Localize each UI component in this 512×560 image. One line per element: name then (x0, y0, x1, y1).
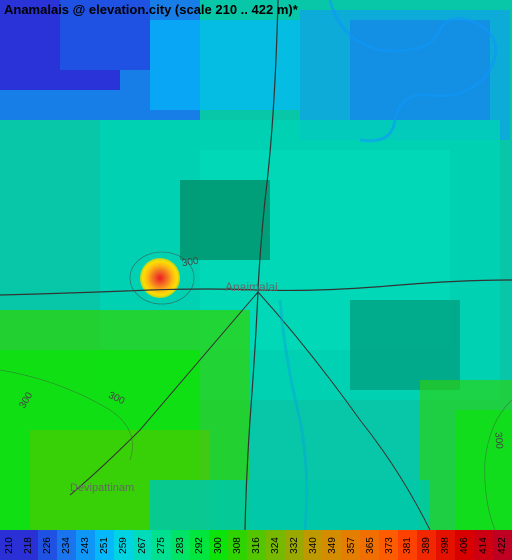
legend-value: 267 (137, 537, 148, 554)
legend-cell: 275 (152, 530, 171, 560)
place-label-secondary: Devipattinam (70, 482, 134, 494)
legend-value: 251 (99, 537, 110, 554)
legend-value: 292 (194, 537, 205, 554)
legend-cell: 300 (209, 530, 228, 560)
contour-label-2: 300 (492, 432, 504, 450)
legend-cell: 332 (285, 530, 304, 560)
legend-cell: 381 (398, 530, 417, 560)
legend-cell: 357 (341, 530, 360, 560)
legend-cell: 389 (417, 530, 436, 560)
legend-value: 275 (156, 537, 167, 554)
legend-cell: 406 (455, 530, 474, 560)
legend-value: 300 (213, 537, 224, 554)
legend-value: 422 (497, 537, 508, 554)
legend-value: 234 (61, 537, 72, 554)
legend-value: 406 (459, 537, 470, 554)
legend-value: 349 (326, 537, 337, 554)
legend-value: 373 (383, 537, 394, 554)
legend-value: 381 (402, 537, 413, 554)
legend-cell: 316 (247, 530, 266, 560)
legend-value: 357 (345, 537, 356, 554)
legend-cell: 243 (76, 530, 95, 560)
legend-cell: 398 (436, 530, 455, 560)
legend-cell: 340 (304, 530, 323, 560)
legend-value: 243 (80, 537, 91, 554)
elevation-legend: 210 218 226 234 243 251 259 267 275 283 292 300 308 3… (0, 530, 512, 560)
legend-cell: 267 (133, 530, 152, 560)
legend-value: 218 (23, 537, 34, 554)
legend-value: 226 (42, 537, 53, 554)
legend-value: 210 (4, 537, 15, 554)
legend-value: 389 (421, 537, 432, 554)
legend-value: 259 (118, 537, 129, 554)
legend-cell: 349 (322, 530, 341, 560)
legend-cell: 292 (190, 530, 209, 560)
legend-value: 332 (289, 537, 300, 554)
legend-cell: 414 (474, 530, 493, 560)
legend-cell: 210 (0, 530, 19, 560)
legend-cell: 234 (57, 530, 76, 560)
legend-cell: 373 (379, 530, 398, 560)
legend-cell: 226 (38, 530, 57, 560)
map-title: Anamalais @ elevation.city (scale 210 ..… (4, 2, 298, 17)
elevation-heatmap (0, 0, 512, 530)
legend-cell: 259 (114, 530, 133, 560)
legend-value: 324 (270, 537, 281, 554)
place-label-main: Anaimalai (225, 280, 278, 294)
legend-cell: 365 (360, 530, 379, 560)
legend-value: 414 (478, 537, 489, 554)
legend-value: 283 (175, 537, 186, 554)
legend-cell: 251 (95, 530, 114, 560)
legend-value: 308 (232, 537, 243, 554)
legend-value: 398 (440, 537, 451, 554)
elevation-map-container: Anamalais @ elevation.city (scale 210 ..… (0, 0, 512, 530)
legend-cell: 308 (228, 530, 247, 560)
legend-value: 316 (251, 537, 262, 554)
legend-cell: 283 (171, 530, 190, 560)
legend-cell: 324 (266, 530, 285, 560)
legend-value: 365 (364, 537, 375, 554)
legend-cell: 422 (493, 530, 512, 560)
legend-cell: 218 (19, 530, 38, 560)
legend-value: 340 (307, 537, 318, 554)
elevation-peak-hotspot (140, 258, 180, 298)
